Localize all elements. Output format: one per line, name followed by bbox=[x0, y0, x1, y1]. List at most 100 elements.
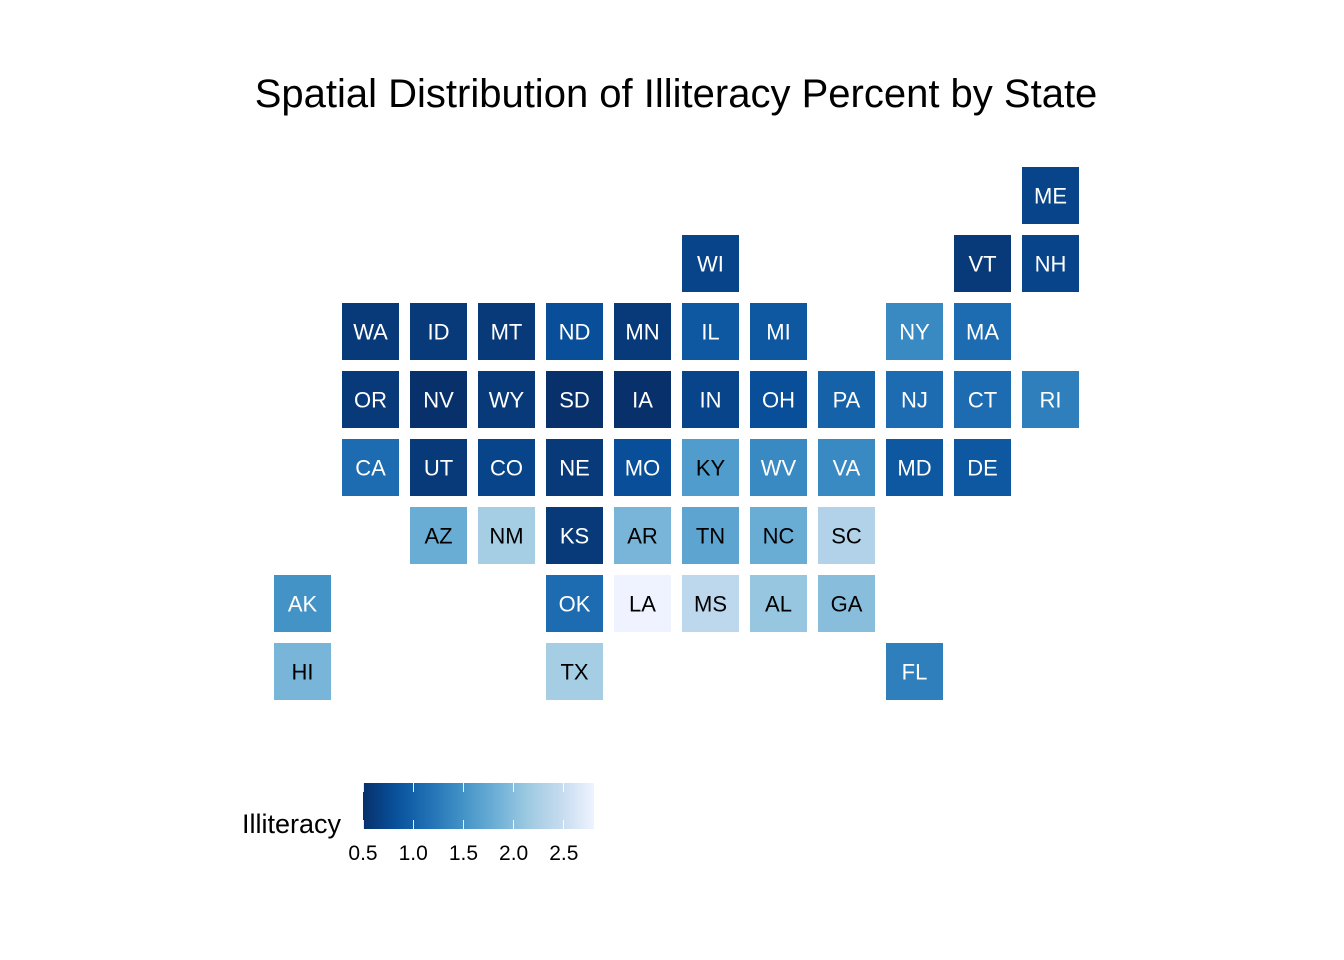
state-label-ky: KY bbox=[696, 456, 726, 481]
state-tile-wi bbox=[682, 235, 739, 292]
state-tile-me bbox=[1022, 167, 1079, 224]
state-label-md: MD bbox=[897, 456, 931, 481]
state-label-tx: TX bbox=[560, 660, 588, 685]
state-label-ms: MS bbox=[694, 592, 727, 617]
state-label-ia: IA bbox=[632, 388, 653, 413]
state-tile-mi bbox=[750, 303, 807, 360]
state-label-ri: RI bbox=[1040, 388, 1062, 413]
state-label-ak: AK bbox=[288, 592, 318, 617]
state-tile-nd bbox=[546, 303, 603, 360]
state-label-wy: WY bbox=[489, 388, 525, 413]
state-label-mn: MN bbox=[625, 320, 659, 345]
state-label-ny: NY bbox=[899, 320, 930, 345]
state-label-vt: VT bbox=[968, 252, 996, 277]
state-label-nh: NH bbox=[1035, 252, 1067, 277]
state-tile-mt bbox=[478, 303, 535, 360]
state-label-de: DE bbox=[967, 456, 998, 481]
state-label-in: IN bbox=[700, 388, 722, 413]
state-tile-ca bbox=[342, 439, 399, 496]
state-label-mo: MO bbox=[625, 456, 660, 481]
state-tile-ne bbox=[546, 439, 603, 496]
legend-tick-mark bbox=[462, 783, 464, 792]
legend-tick-mark bbox=[362, 783, 364, 792]
state-label-id: ID bbox=[428, 320, 450, 345]
state-label-sc: SC bbox=[831, 524, 862, 549]
legend-tick-label: 1.0 bbox=[398, 842, 428, 865]
state-label-az: AZ bbox=[424, 524, 452, 549]
legend-colorbar bbox=[363, 783, 594, 829]
state-tile-oh bbox=[750, 371, 807, 428]
state-tile-or bbox=[342, 371, 399, 428]
state-label-ok: OK bbox=[559, 592, 591, 617]
state-label-pa: PA bbox=[833, 388, 861, 413]
state-tile-hi bbox=[274, 643, 331, 700]
state-label-nd: ND bbox=[559, 320, 591, 345]
state-tile-ri bbox=[1022, 371, 1079, 428]
legend-tick-mark bbox=[513, 820, 515, 829]
state-tile-ia bbox=[614, 371, 671, 428]
state-label-nv: NV bbox=[423, 388, 454, 413]
state-label-la: LA bbox=[629, 592, 656, 617]
state-tile-sc bbox=[818, 507, 875, 564]
state-label-ks: KS bbox=[560, 524, 589, 549]
state-tile-nc bbox=[750, 507, 807, 564]
state-label-wa: WA bbox=[353, 320, 388, 345]
state-tile-wa bbox=[342, 303, 399, 360]
state-label-or: OR bbox=[354, 388, 387, 413]
state-label-ma: MA bbox=[966, 320, 999, 345]
state-label-ga: GA bbox=[831, 592, 863, 617]
state-tile-ct bbox=[954, 371, 1011, 428]
state-label-nm: NM bbox=[489, 524, 523, 549]
state-label-il: IL bbox=[701, 320, 719, 345]
state-label-mt: MT bbox=[491, 320, 523, 345]
state-tile-ma bbox=[954, 303, 1011, 360]
state-tile-mo bbox=[614, 439, 671, 496]
state-tile-pa bbox=[818, 371, 875, 428]
state-tile-id bbox=[410, 303, 467, 360]
state-label-ut: UT bbox=[424, 456, 453, 481]
state-tile-nm bbox=[478, 507, 535, 564]
state-tile-co bbox=[478, 439, 535, 496]
state-tile-tn bbox=[682, 507, 739, 564]
state-tile-ky bbox=[682, 439, 739, 496]
state-tile-de bbox=[954, 439, 1011, 496]
legend-tick-mark bbox=[412, 783, 414, 792]
state-label-nc: NC bbox=[763, 524, 795, 549]
state-tile-la bbox=[614, 575, 671, 632]
state-label-fl: FL bbox=[902, 660, 928, 685]
state-tile-nh bbox=[1022, 235, 1079, 292]
state-tile-fl bbox=[886, 643, 943, 700]
state-label-wv: WV bbox=[761, 456, 797, 481]
state-tile-sd bbox=[546, 371, 603, 428]
state-label-hi: HI bbox=[292, 660, 314, 685]
state-tile-ar bbox=[614, 507, 671, 564]
state-tile-ny bbox=[886, 303, 943, 360]
legend-tick-mark bbox=[563, 820, 565, 829]
state-tile-il bbox=[682, 303, 739, 360]
state-tile-ok bbox=[546, 575, 603, 632]
state-label-mi: MI bbox=[766, 320, 790, 345]
state-tile-nv bbox=[410, 371, 467, 428]
state-tile-ak bbox=[274, 575, 331, 632]
state-label-co: CO bbox=[490, 456, 523, 481]
state-label-wi: WI bbox=[697, 252, 724, 277]
legend-title: Illiteracy bbox=[242, 809, 342, 839]
state-label-va: VA bbox=[833, 456, 861, 481]
state-tile-wy bbox=[478, 371, 535, 428]
state-tile-ut bbox=[410, 439, 467, 496]
state-tile-in bbox=[682, 371, 739, 428]
legend-tick-mark bbox=[513, 783, 515, 792]
legend-tick-label: 2.0 bbox=[499, 842, 529, 865]
state-tile-md bbox=[886, 439, 943, 496]
state-tile-va bbox=[818, 439, 875, 496]
state-tile-nj bbox=[886, 371, 943, 428]
chart-title: Spatial Distribution of Illiteracy Perce… bbox=[254, 72, 1098, 116]
state-label-tn: TN bbox=[696, 524, 725, 549]
legend-tick-mark bbox=[462, 820, 464, 829]
legend-tick-mark bbox=[362, 820, 364, 829]
state-label-ca: CA bbox=[355, 456, 386, 481]
state-tile-ks bbox=[546, 507, 603, 564]
state-tile-ms bbox=[682, 575, 739, 632]
state-label-ar: AR bbox=[627, 524, 658, 549]
